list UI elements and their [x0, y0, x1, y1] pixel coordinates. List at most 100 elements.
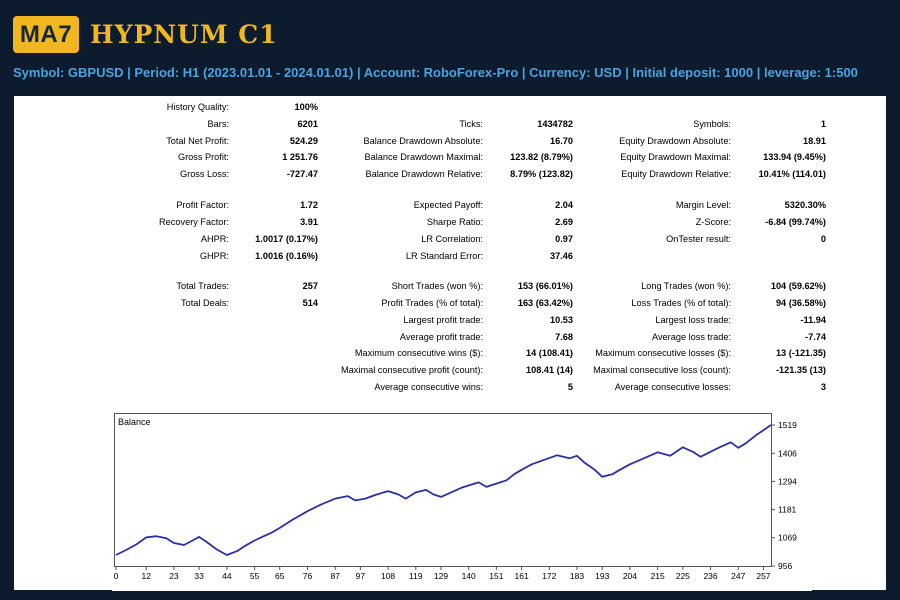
stat-label: Maximum consecutive losses ($):: [595, 348, 731, 358]
stat-value: 3.91: [300, 217, 318, 227]
x-tick-label: 23: [169, 571, 179, 581]
stat-label: Maximal consecutive profit (count):: [341, 365, 483, 375]
stat-value: -6.84 (99.74%): [765, 217, 826, 227]
stat-value: 18.91: [803, 136, 826, 146]
stat-value: -11.94: [800, 315, 826, 325]
stat-label: Equity Drawdown Relative:: [621, 169, 731, 179]
stat-label: Sharpe Ratio:: [426, 217, 483, 227]
report-header: MA7 HYPNUM C1 Symbol: GBPUSD | Period: H…: [0, 0, 900, 95]
stat-value: 14 (108.41): [526, 348, 573, 358]
brand-title: HYPNUM C1: [90, 20, 278, 49]
y-tick-label: 1069: [778, 533, 797, 543]
y-tick-label: 1181: [778, 505, 797, 515]
stat-label: Average consecutive losses:: [614, 382, 731, 392]
stat-value: 8.79% (123.82): [510, 169, 573, 179]
x-tick-label: 97: [356, 571, 366, 581]
stat-value: 1.0016 (0.16%): [255, 251, 318, 261]
stat-label: History Quality:: [166, 102, 229, 112]
x-tick-label: 225: [676, 571, 690, 581]
stat-value: 16.70: [550, 136, 573, 146]
stat-value: 2.04: [555, 200, 573, 210]
stat-value: 123.82 (8.79%): [510, 152, 573, 162]
stat-value: 0.97: [555, 234, 573, 244]
stat-value: 1 251.76: [282, 152, 318, 162]
x-tick-label: 119: [409, 571, 423, 581]
x-tick-label: 140: [462, 571, 476, 581]
plot-frame: [114, 413, 772, 567]
stat-value: 0: [820, 234, 826, 244]
stat-label: Maximum consecutive wins ($):: [354, 348, 483, 358]
x-tick-label: 215: [651, 571, 665, 581]
stat-label: Z-Score:: [695, 217, 731, 227]
stat-label: Equity Drawdown Maximal:: [620, 152, 731, 162]
x-tick-label: 44: [222, 571, 232, 581]
y-axis: 956 1069 1181 1294 1406 1519: [771, 420, 797, 571]
stat-value: 2.69: [555, 217, 573, 227]
stat-value: 133.94 (9.45%): [763, 152, 826, 162]
stat-value: 100%: [294, 102, 319, 112]
x-tick-label: 183: [570, 571, 584, 581]
stat-label: Average profit trade:: [399, 332, 483, 342]
stat-label: Symbols:: [693, 119, 731, 129]
test-parameters-line: Symbol: GBPUSD | Period: H1 (2023.01.01 …: [13, 65, 858, 80]
stat-label: Recovery Factor:: [159, 217, 229, 227]
stat-label: Total Net Profit:: [166, 136, 229, 146]
stat-value: -7.74: [805, 332, 826, 342]
stat-value: 1434782: [537, 119, 573, 129]
stat-label: Short Trades (won %):: [391, 281, 483, 291]
x-tick-label: 55: [250, 571, 260, 581]
y-tick-label: 1519: [778, 420, 797, 430]
stat-label: Gross Loss:: [179, 169, 229, 179]
chart-title: Balance: [118, 417, 151, 427]
stat-label: Maximal consecutive loss (count):: [593, 365, 731, 375]
stat-value: 13 (-121.35): [775, 348, 826, 358]
stat-label: Profit Factor:: [176, 200, 229, 210]
stat-label: OnTester result:: [666, 234, 731, 244]
x-tick-label: 204: [623, 571, 637, 581]
stat-value: 108.41 (14): [526, 365, 573, 375]
stat-value: -121.35 (13): [775, 365, 826, 375]
stat-label: Largest loss trade:: [655, 315, 731, 325]
y-tick-label: 1294: [778, 476, 797, 486]
x-tick-label: 65: [275, 571, 285, 581]
stat-value: -727.47: [286, 169, 318, 179]
stat-value: 163 (63.42%): [517, 298, 573, 308]
stat-label: GHPR:: [199, 251, 229, 261]
x-tick-label: 129: [434, 571, 448, 581]
stat-label: Ticks:: [459, 119, 483, 129]
x-tick-label: 236: [703, 571, 717, 581]
x-tick-label: 257: [756, 571, 770, 581]
stat-value: 257: [302, 281, 318, 291]
stat-value: 1: [820, 119, 826, 129]
backtest-report-panel: History Quality: 100% Bars: 6201 Total N…: [14, 96, 886, 591]
x-axis: 0 12 23 33 44 55 65 76 87 97 108 119 129 140 151 161 172…: [114, 566, 771, 581]
stat-label: Long Trades (won %):: [641, 281, 731, 291]
x-tick-label: 108: [381, 571, 395, 581]
stat-value: 7.68: [555, 332, 573, 342]
stat-value: 3: [820, 382, 826, 392]
x-tick-label: 151: [489, 571, 503, 581]
balance-chart-container: Balance 956 1069 1181 1294 1406 1519 0 12 23 33 4…: [112, 411, 812, 591]
stat-value: 10.53: [550, 315, 573, 325]
x-tick-label: 12: [141, 571, 151, 581]
stat-label: Bars:: [207, 119, 229, 129]
stat-value: 524.29: [289, 136, 318, 146]
y-tick-label: 1406: [778, 448, 797, 458]
x-tick-label: 76: [303, 571, 313, 581]
stat-value: 1.0017 (0.17%): [255, 234, 318, 244]
x-tick-label: 0: [114, 571, 119, 581]
stat-label: Balance Drawdown Maximal:: [364, 152, 483, 162]
x-tick-label: 87: [330, 571, 340, 581]
stat-label: LR Correlation:: [421, 234, 483, 244]
stat-value: 94 (36.58%): [775, 298, 826, 308]
stat-value: 104 (59.62%): [770, 281, 826, 291]
stat-label: Expected Payoff:: [413, 200, 483, 210]
stat-value: 514: [302, 298, 318, 308]
stat-label: Loss Trades (% of total):: [631, 298, 731, 308]
stat-label: Balance Drawdown Relative:: [365, 169, 483, 179]
stat-label: Gross Profit:: [177, 152, 229, 162]
y-tick-label: 956: [778, 561, 792, 571]
stat-value: 6201: [297, 119, 318, 129]
stat-label: Balance Drawdown Absolute:: [363, 136, 483, 146]
stat-label: Equity Drawdown Absolute:: [619, 136, 731, 146]
